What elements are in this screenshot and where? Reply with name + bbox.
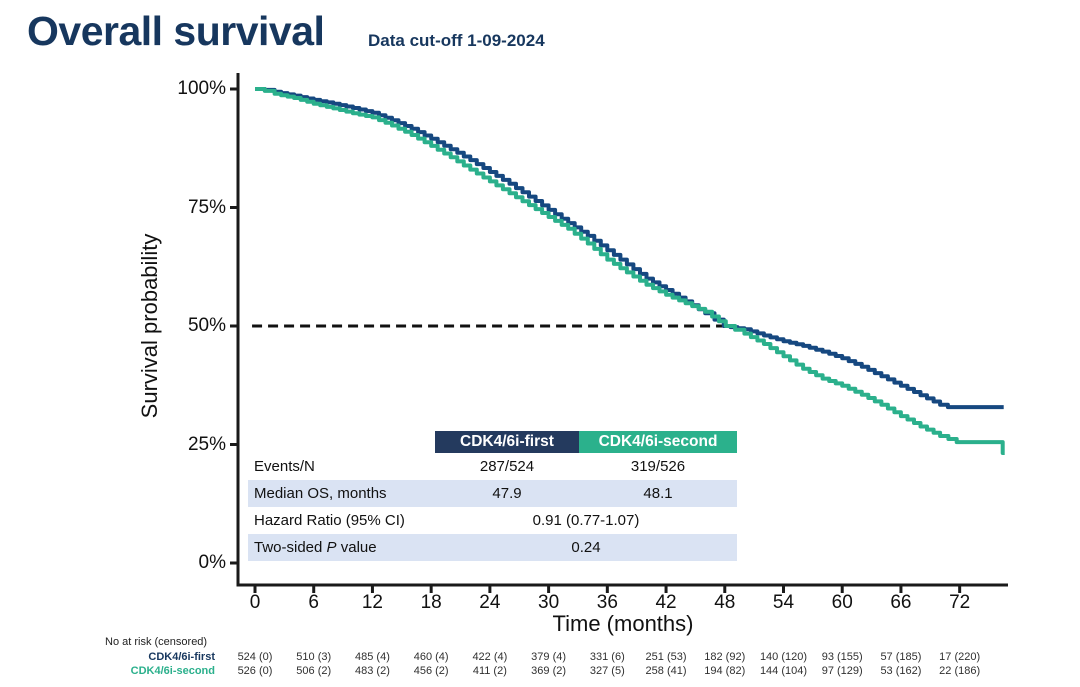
km-curve-cdk4-6i-first (255, 87, 1004, 410)
stats-table-row: Two-sided P value 0.24 (248, 534, 737, 561)
stats-row-value-span: 0.91 (0.77-1.07) (532, 512, 640, 529)
risk-cell: 483 (2) (355, 665, 390, 677)
stats-header-second: CDK4/6i-second (579, 431, 737, 453)
risk-cell: 258 (41) (645, 665, 687, 677)
risk-cell: 140 (120) (759, 651, 808, 663)
stats-row-value: 319/526 (630, 458, 686, 475)
risk-cell: 93 (155) (821, 651, 863, 663)
risk-cell: 22 (186) (939, 665, 981, 677)
y-tick-label: 75% (187, 196, 226, 218)
risk-cell: 526 (0) (237, 665, 273, 677)
y-tick-label: 100% (177, 78, 226, 99)
x-tick-label: 48 (714, 592, 736, 613)
risk-cell: 182 (92) (704, 651, 746, 663)
x-tick-label: 12 (361, 592, 383, 613)
stats-row-value: 47.9 (492, 485, 522, 502)
risk-cell: 17 (220) (939, 651, 981, 663)
stats-header-spacer (248, 431, 435, 453)
x-axis-title: Time (months) (552, 611, 694, 636)
risk-cell: 97 (129) (821, 665, 863, 677)
x-tick-label: 42 (655, 592, 677, 613)
x-tick-label: 24 (479, 592, 501, 613)
risk-cell: 460 (4) (413, 651, 449, 663)
risk-table-caption: No at risk (censored) (105, 636, 208, 648)
risk-cell: 422 (4) (472, 651, 508, 663)
risk-cell: 485 (4) (355, 651, 390, 663)
stats-row-value: 287/524 (479, 458, 535, 475)
risk-cell: 194 (82) (704, 665, 746, 677)
risk-cell: 57 (185) (880, 651, 922, 663)
stats-table-header-row: CDK4/6i-first CDK4/6i-second (248, 431, 737, 453)
risk-cell: 251 (53) (645, 651, 687, 663)
risk-cell: 524 (0) (237, 651, 273, 663)
y-tick-label: 25% (187, 433, 226, 455)
stats-header-first: CDK4/6i-first (435, 431, 579, 453)
x-tick-label: 54 (772, 592, 795, 613)
stats-row-value-span: 0.24 (571, 539, 601, 556)
risk-cell: 144 (104) (759, 665, 808, 677)
stats-table-row: Hazard Ratio (95% CI) 0.91 (0.77-1.07) (248, 507, 737, 534)
x-tick-label: 36 (596, 592, 618, 613)
risk-cell: 331 (6) (589, 651, 625, 663)
x-tick-label: 66 (890, 592, 912, 613)
x-tick-label: 6 (308, 592, 319, 613)
stats-row-value: 48.1 (643, 485, 673, 502)
risk-row-label-second: CDK4/6i-second (130, 665, 215, 677)
stats-row-label: Two-sided P value (254, 539, 377, 556)
y-tick-label: 50% (187, 315, 226, 336)
x-tick-label: 0 (249, 592, 261, 613)
x-tick-label: 18 (420, 592, 442, 613)
risk-cell: 369 (2) (531, 665, 567, 677)
y-tick-label: 0% (198, 552, 226, 573)
stats-row-label: Hazard Ratio (95% CI) (254, 512, 405, 529)
risk-row-label-first: CDK4/6i-first (148, 651, 215, 663)
x-tick-label: 60 (831, 592, 853, 613)
page-title: Overall survival (27, 8, 325, 54)
x-tick-label: 30 (538, 592, 560, 613)
stats-row-label: Median OS, months (254, 485, 387, 502)
stats-table: CDK4/6i-first CDK4/6i-second Events/N 287/5… (248, 431, 737, 561)
risk-cell: 506 (2) (296, 665, 332, 677)
risk-cell: 53 (162) (880, 665, 922, 677)
data-cutoff-subtitle: Data cut-off 1-09-2024 (368, 31, 545, 50)
stats-table-row: Median OS, months 47.9 48.1 (248, 480, 737, 507)
risk-cell: 379 (4) (531, 651, 567, 663)
risk-cell: 510 (3) (296, 651, 332, 663)
risk-cell: 327 (5) (589, 665, 625, 677)
risk-cell: 456 (2) (413, 665, 449, 677)
stats-table-row: Events/N 287/524 319/526 (248, 453, 737, 480)
risk-cell: 411 (2) (472, 665, 507, 677)
stats-row-label: Events/N (254, 458, 315, 475)
km-curve-cdk4-6i-second (255, 87, 1005, 455)
x-tick-label: 72 (949, 592, 971, 613)
